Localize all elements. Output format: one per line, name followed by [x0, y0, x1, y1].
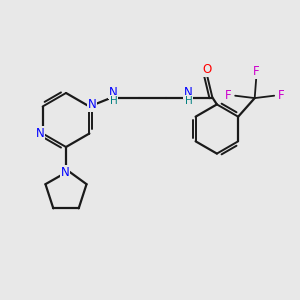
Text: N: N [109, 85, 118, 99]
Text: N: N [61, 166, 70, 179]
Text: N: N [87, 98, 96, 112]
Text: N: N [184, 85, 193, 99]
Text: F: F [278, 89, 284, 102]
Text: F: F [225, 89, 232, 102]
Text: O: O [202, 63, 211, 76]
Text: H: H [110, 95, 117, 106]
Text: F: F [253, 65, 260, 79]
Text: H: H [184, 95, 192, 106]
Text: N: N [36, 127, 45, 140]
